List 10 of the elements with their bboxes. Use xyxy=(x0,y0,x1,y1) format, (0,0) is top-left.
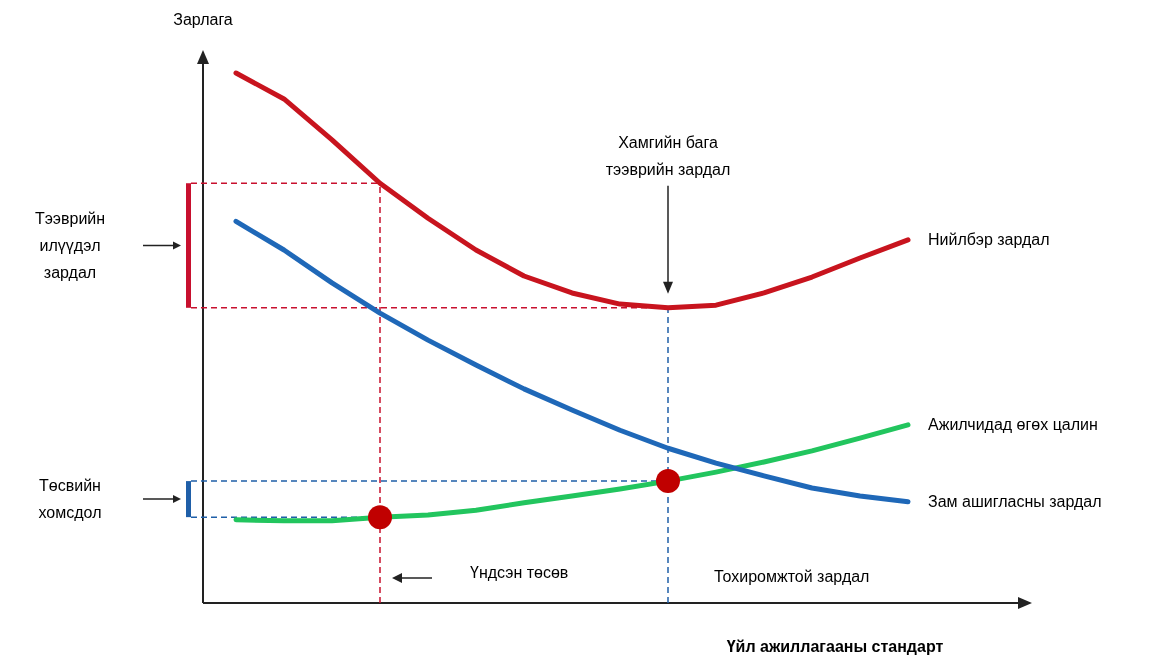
series-label: Ажилчидад өгөх цалин xyxy=(928,415,1098,433)
series-label: Зам ашигласны зардал xyxy=(928,492,1102,510)
annotation: Тохиромжтой зардал xyxy=(714,568,870,585)
annotation: Хамгийн бага тээврийн зардал xyxy=(605,133,731,178)
annotation: Үндсэн төсөв xyxy=(470,564,569,581)
y-axis-title: Зарлага xyxy=(173,11,233,28)
x-axis-title: Үйл ажиллагааны стандарт xyxy=(726,638,944,655)
text: Төсвийн хомсдол xyxy=(38,476,102,521)
text: Тээврийн илүүдэл зардал xyxy=(34,209,106,281)
series-label: Нийлбэр зардал xyxy=(928,230,1050,248)
